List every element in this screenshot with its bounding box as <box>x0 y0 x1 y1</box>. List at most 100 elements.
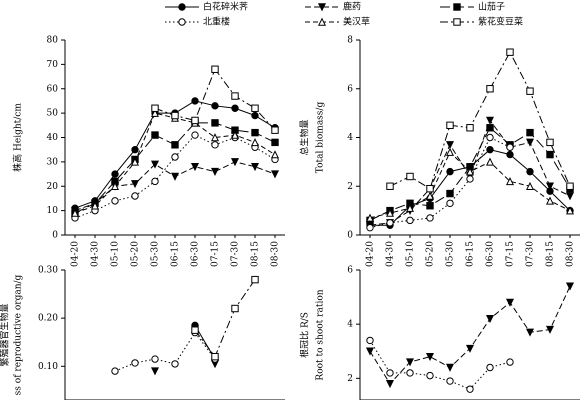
point <box>546 138 554 147</box>
point <box>231 92 239 100</box>
y-tick-label: 50 <box>47 109 59 119</box>
series-line <box>370 149 571 226</box>
point <box>426 214 434 222</box>
legend-marker <box>317 17 327 26</box>
x-tick-label: 08-15 <box>251 241 261 267</box>
point <box>525 328 535 337</box>
point <box>546 150 554 159</box>
point <box>485 315 495 324</box>
point <box>130 180 140 189</box>
point <box>150 160 160 169</box>
x-tick-label: 06-15 <box>171 241 181 267</box>
series-line <box>74 112 276 214</box>
point <box>526 87 534 95</box>
point <box>505 298 515 307</box>
point <box>110 181 120 190</box>
point <box>111 170 119 178</box>
point <box>545 196 555 205</box>
point <box>170 172 180 181</box>
series-line <box>114 331 216 372</box>
point <box>150 367 160 376</box>
point <box>366 336 374 345</box>
x-tick-label: 08-30 <box>566 241 576 267</box>
y-tick-label: 0 <box>52 231 58 241</box>
x-tick-label: 08-15 <box>546 241 556 267</box>
y-axis-label: 繁殖器官生物量 <box>0 303 11 366</box>
x-tick-label: 07-30 <box>526 241 536 267</box>
point <box>465 167 475 176</box>
point <box>545 325 555 334</box>
series-line <box>74 122 276 214</box>
legend-marker <box>453 18 461 26</box>
point <box>445 147 455 156</box>
y-tick-label: 0.20 <box>38 314 58 324</box>
point <box>251 104 259 112</box>
point <box>191 326 199 334</box>
point <box>406 369 414 377</box>
point <box>446 189 454 198</box>
point <box>111 367 119 375</box>
point <box>386 182 394 190</box>
point <box>151 104 159 112</box>
point <box>131 192 139 200</box>
point <box>405 358 415 367</box>
point <box>130 157 140 166</box>
point <box>70 208 80 217</box>
y-axis-label: 株高 Height/cm <box>12 103 24 172</box>
point <box>365 213 375 222</box>
y-axis-label: 根冠比 R/S <box>299 312 311 358</box>
point <box>385 380 395 389</box>
point <box>445 141 455 150</box>
series-line <box>369 151 571 219</box>
x-tick-label: 05-10 <box>406 241 416 267</box>
y-tick-label: 0.10 <box>38 362 58 372</box>
y-axis-label: Total biomass/g <box>316 102 326 174</box>
point <box>151 355 159 363</box>
point <box>230 130 240 139</box>
point <box>505 177 515 186</box>
y-tick-label: 60 <box>47 84 59 94</box>
point <box>386 219 394 227</box>
legend-marker <box>178 3 186 11</box>
point <box>446 377 454 385</box>
legend-label: 山茄子 <box>478 1 505 13</box>
point <box>566 182 574 190</box>
y-tick-label: 4 <box>347 133 353 143</box>
y-axis-label: 总生物量 <box>299 119 311 155</box>
point <box>151 131 159 139</box>
point <box>191 97 199 105</box>
point <box>405 203 415 212</box>
point <box>191 116 199 125</box>
y-tick-label: 2 <box>347 374 353 384</box>
point <box>466 175 474 183</box>
point <box>445 363 455 372</box>
point <box>446 121 454 130</box>
point <box>485 116 495 125</box>
point <box>486 133 494 142</box>
y-tick-label: 30 <box>47 157 59 167</box>
y-axis-label: Root to shoot ration <box>316 289 326 380</box>
point <box>251 111 259 120</box>
point <box>191 131 199 139</box>
point <box>506 48 514 56</box>
x-tick-label: 05-20 <box>131 241 141 267</box>
point <box>506 358 514 366</box>
x-tick-label: 07-15 <box>506 241 516 267</box>
point <box>131 359 139 367</box>
series-line <box>74 161 276 212</box>
x-tick-label: 04-30 <box>386 241 396 267</box>
series-line <box>194 279 256 358</box>
point <box>385 208 395 217</box>
point <box>486 363 494 372</box>
point <box>210 133 220 142</box>
point <box>150 108 160 117</box>
point <box>565 192 575 201</box>
x-tick-label: 05-10 <box>111 241 121 267</box>
point <box>251 128 259 137</box>
legend-label: 北重楼 <box>203 16 230 28</box>
point <box>485 157 495 166</box>
point <box>446 167 454 176</box>
y-axis-label: ss of reproductive organ/g <box>14 274 24 395</box>
point <box>250 138 260 147</box>
